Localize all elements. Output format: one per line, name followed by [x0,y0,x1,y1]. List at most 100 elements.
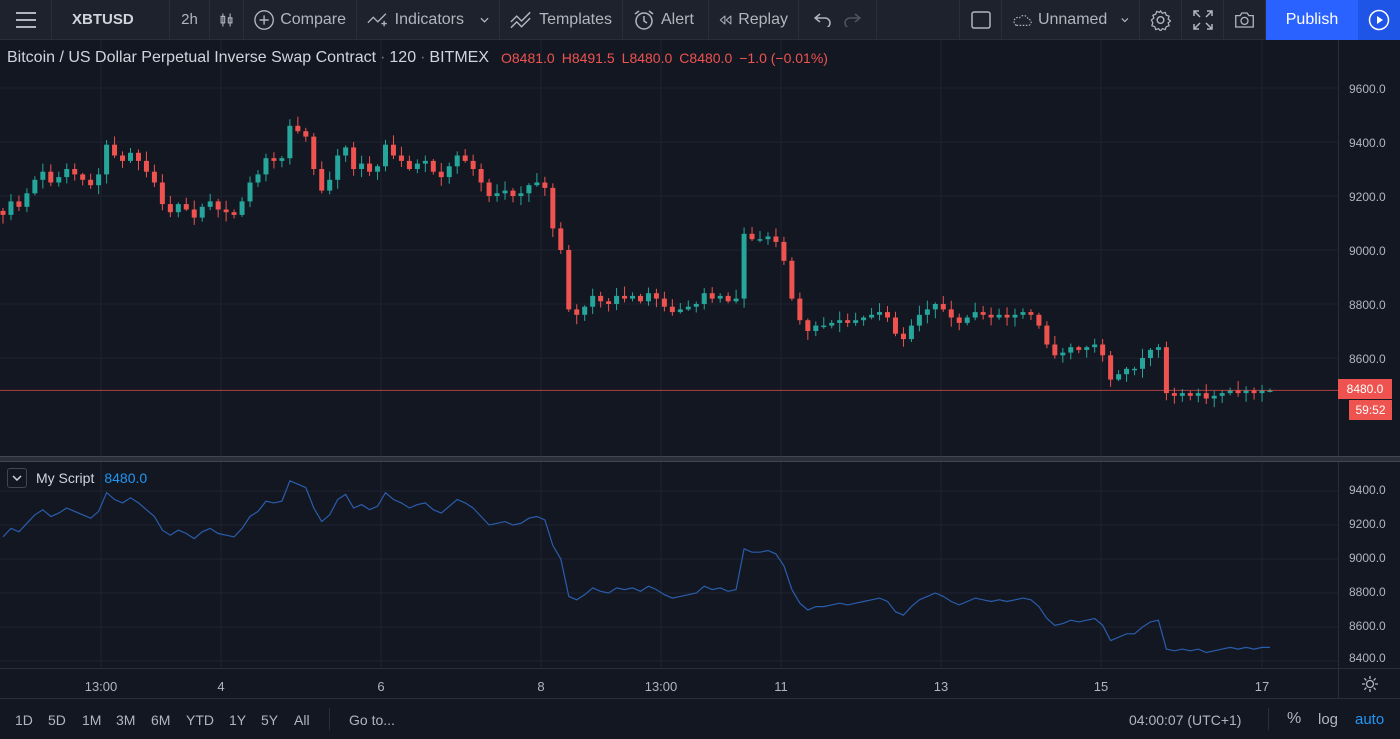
single-layout-icon [970,10,991,29]
time-label: 11 [774,679,788,694]
alert-button[interactable]: Alert [623,0,709,40]
chevron-down-icon [12,475,22,481]
ohlc-change: −1.0 (−0.01%) [739,50,828,66]
script-legend: My Script 8480.0 [7,468,147,488]
range-5d[interactable]: 5D [48,712,66,728]
chevron-down-icon [480,17,489,23]
price-axis[interactable]: 9600.0 9400.0 9200.0 9000.0 8800.0 8600.… [1338,40,1400,456]
main-chart-pane[interactable]: Bitcoin / US Dollar Perpetual Inverse Sw… [0,40,1338,456]
axis-settings-button[interactable] [1338,668,1400,698]
candle-body [1251,390,1257,394]
candle-body [1187,393,1193,396]
candle-body [263,158,269,175]
templates-button[interactable]: Templates [500,0,623,40]
indicators-label: Indicators [394,10,464,28]
compare-button[interactable]: Compare [244,0,357,40]
candle-body [940,304,946,310]
fullscreen-button[interactable] [1182,0,1224,40]
settings-button[interactable] [1140,0,1182,40]
candle-body [287,125,293,159]
range-all[interactable]: All [294,712,310,728]
candle-body [1060,352,1066,356]
range-5y[interactable]: 5Y [261,712,279,728]
menu-button[interactable] [0,0,52,40]
candle-body [1020,312,1026,315]
candle-body [143,160,149,172]
candle-body [518,193,524,196]
candle-body [151,171,157,183]
snapshot-button[interactable] [1224,0,1266,40]
script-line-chart[interactable] [0,462,1338,668]
script-pane[interactable]: My Script 8480.0 [0,462,1338,668]
candle-body [869,314,875,318]
script-price-axis[interactable]: 9400.0 9200.0 9000.0 8800.0 8600.0 8400.… [1338,462,1400,668]
compare-label: Compare [280,10,346,28]
range-1m[interactable]: 1M [82,712,102,728]
time-label: 4 [217,679,225,694]
candle-body [215,201,221,210]
replay-button[interactable]: Replay [709,0,799,40]
candle-body [1052,344,1058,356]
candle-body [1203,393,1209,399]
candle-body [510,190,516,196]
candle-body [630,295,636,299]
script-price-label: 8600.0 [1349,619,1386,633]
ohlc-high: 8491.5 [571,50,615,66]
undo-icon[interactable] [814,12,832,27]
chart-type-button[interactable] [210,0,244,40]
log-scale-toggle[interactable]: log [1318,711,1339,728]
collapse-pane-button[interactable] [7,468,27,488]
candle-body [32,179,38,194]
layout-name-button[interactable]: Unnamed [1002,0,1140,40]
ohlc-close: 8480.0 [689,50,733,66]
price-label: 9600.0 [1349,82,1386,96]
symbol-search[interactable]: XBTUSD [52,0,170,40]
templates-label: Templates [539,10,612,28]
candle-body [231,212,237,215]
interval-button[interactable]: 2h [170,0,210,40]
time-label: 13:00 [644,679,678,694]
range-1y[interactable]: 1Y [229,712,247,728]
candle-body [135,152,141,161]
pane-divider[interactable] [0,456,1400,462]
script-price-label: 8800.0 [1349,585,1386,599]
script-price-label: 8400.0 [1349,651,1386,665]
range-1d[interactable]: 1D [15,712,33,728]
redo-icon[interactable] [843,12,861,27]
script-price-label: 9400.0 [1349,483,1386,497]
publish-play-button[interactable] [1358,0,1400,40]
candle-body [1243,390,1249,394]
candle-body [550,187,556,229]
range-3m[interactable]: 3M [116,712,136,728]
range-ytd[interactable]: YTD [186,712,214,728]
ohlc-low: 8480.0 [629,50,673,66]
publish-button[interactable]: Publish [1266,0,1358,40]
candle-body [1219,393,1225,396]
price-label: 8800.0 [1349,298,1386,312]
candle-body [502,190,508,194]
candle-body [1084,347,1090,350]
clock-timezone[interactable]: 04:00:07 (UTC+1) [1129,712,1242,728]
auto-scale-toggle[interactable]: auto [1355,711,1385,728]
time-label: 15 [1093,679,1109,694]
candle-body [566,250,572,310]
candle-body [390,144,396,156]
candlestick-chart[interactable] [0,40,1338,456]
price-label: 8600.0 [1349,352,1386,366]
layout-button[interactable] [960,0,1002,40]
percent-scale-toggle[interactable]: % [1287,710,1302,727]
candle-body [908,325,914,340]
candle-body [494,193,500,196]
candle-body [741,233,747,299]
indicators-button[interactable]: Indicators [357,0,500,40]
toolbar-spacer [877,0,960,40]
range-6m[interactable]: 6M [151,712,171,728]
alarm-clock-icon [634,9,654,30]
goto-button[interactable]: Go to... [349,712,395,728]
candle-body [311,136,317,169]
candle-body [303,131,309,137]
candle-body [765,236,771,240]
script-price-label: 9000.0 [1349,551,1386,565]
time-axis[interactable]: 13:00 4 6 8 13:00 11 13 15 17 [0,668,1338,698]
legend-title[interactable]: Bitcoin / US Dollar Perpetual Inverse Sw… [7,49,377,66]
